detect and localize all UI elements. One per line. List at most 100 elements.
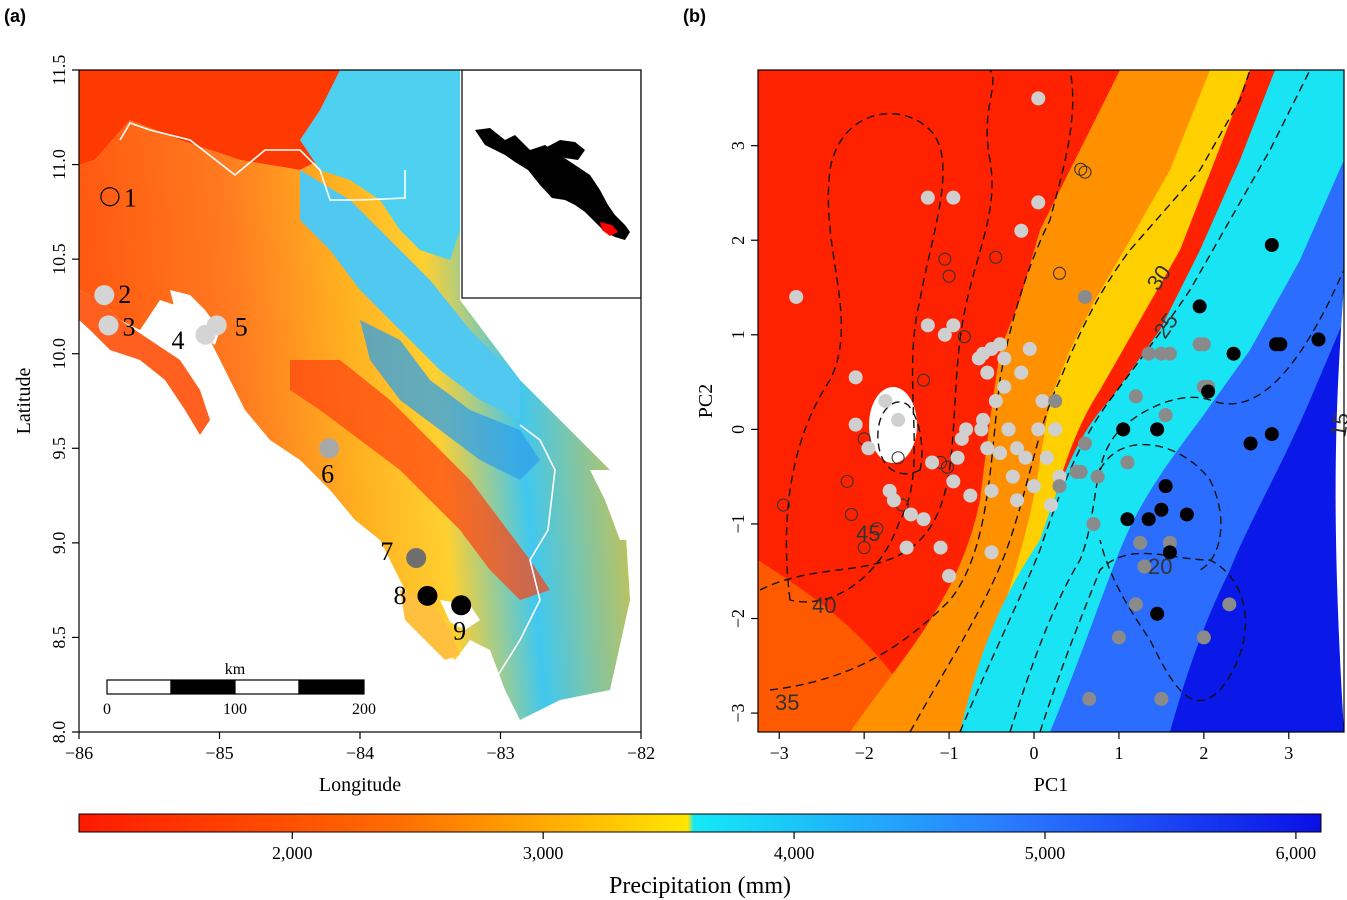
pca-point-light <box>903 507 918 522</box>
scale-bar: km 0 100 200 <box>103 661 376 718</box>
pca-point-open <box>957 330 971 344</box>
pca-point-light <box>1035 394 1050 408</box>
pca-point-mid <box>1137 559 1152 574</box>
pca-point-black <box>1273 337 1288 352</box>
pca-point-light <box>878 394 893 408</box>
pca-point-mid <box>1222 597 1237 612</box>
pca-xtick-label: 1 <box>1114 743 1123 763</box>
pca-point-light <box>976 412 991 427</box>
site-marker-8 <box>417 585 438 606</box>
pca-point-light <box>963 488 978 503</box>
pca-ylabel: PC2 <box>695 384 717 418</box>
site-marker-2 <box>94 285 115 306</box>
pca-point-light <box>946 474 961 489</box>
pca-point-mid <box>1082 691 1097 706</box>
pca-point-mid <box>1077 289 1092 304</box>
pca-point-light <box>976 346 991 361</box>
pca-point-light <box>1039 450 1054 465</box>
pca-point-light <box>997 379 1012 394</box>
pca-xtick-label: 0 <box>1030 743 1039 763</box>
pca-point-light <box>1010 441 1025 456</box>
pca-point-light <box>993 337 1008 352</box>
colorbar-tick-label: 5,000 <box>1025 843 1066 863</box>
pca-point-light <box>848 417 863 432</box>
site-marker-1 <box>100 187 120 207</box>
pca-point-black <box>1158 479 1173 494</box>
colorbar-ticks: 2,000 3,000 4,000 5,000 6,000 <box>272 832 1316 863</box>
map-ytick-label: 11.5 <box>49 55 69 86</box>
pca-point-light <box>1048 422 1063 437</box>
map-axes: −86 −85 −84 −83 −82 8.0 8.5 9.0 9.5 10.0 10.5 11.0 1… <box>49 55 655 763</box>
scale-tick-100: 100 <box>223 701 247 718</box>
pca-point-light <box>946 190 961 205</box>
pca-point-mid <box>1141 346 1156 361</box>
pca-point-open <box>1074 162 1088 176</box>
pca-point-black <box>1264 427 1279 442</box>
colorbar-tick-label: 3,000 <box>523 843 564 863</box>
pca-point-black <box>1150 606 1165 621</box>
pca-point-mid <box>1073 464 1088 479</box>
pca-point-light <box>988 394 1003 408</box>
pca-points <box>776 91 1326 706</box>
contour-label-40: 40 <box>812 593 836 618</box>
site-marker-3 <box>98 315 119 336</box>
site-marker-6 <box>319 438 340 459</box>
map-ytick-label: 10.5 <box>49 243 69 275</box>
map-ylabel: Latitude <box>13 368 35 435</box>
contour-label-15: 15 <box>1325 410 1347 438</box>
scale-tick-200: 200 <box>352 701 376 718</box>
pca-point-mid <box>1086 516 1101 531</box>
site-label-7: 7 <box>380 537 393 566</box>
pca-point-light <box>933 540 948 555</box>
pca-point-light <box>942 568 957 583</box>
pca-point-light <box>1022 341 1037 356</box>
pca-point-black <box>1154 502 1169 517</box>
pca-ytick-label: −2 <box>728 609 748 628</box>
pca-point-open <box>938 252 952 266</box>
pca-point-light <box>984 545 999 560</box>
pca-point-light <box>1018 450 1033 465</box>
colorbar-tick-label: 2,000 <box>272 843 313 863</box>
pca-point-light <box>980 365 995 380</box>
pca-point-open <box>940 460 954 474</box>
pca-point-light <box>1031 91 1046 106</box>
scale-tick-0: 0 <box>103 701 111 718</box>
map-xtick-label: −83 <box>486 743 514 763</box>
pca-point-open <box>870 522 884 536</box>
pca-point-mid <box>1128 597 1143 612</box>
map-xtick-label: −82 <box>627 743 655 763</box>
map-ytick-label: 9.5 <box>49 437 69 460</box>
pca-ytick-label: 2 <box>728 236 748 245</box>
pca-point-light <box>1027 479 1042 494</box>
pca-point-open <box>1078 165 1092 179</box>
site-label-8: 8 <box>393 581 406 610</box>
pca-ytick-label: −3 <box>728 704 748 723</box>
pca-point-black <box>1192 299 1207 314</box>
pca-xtick-label: 3 <box>1284 743 1293 763</box>
pca-ytick-label: 0 <box>728 425 748 434</box>
pca-point-light <box>937 327 952 342</box>
panel-b-letter: (b) <box>683 6 706 26</box>
pca-point-light <box>997 351 1012 366</box>
site-marker-5 <box>206 315 227 336</box>
pca-point-light <box>950 450 965 465</box>
pca-point-light <box>848 370 863 385</box>
pca-point-light <box>861 441 876 456</box>
pca-point-mid <box>1052 479 1067 494</box>
pca-ytick-label: 3 <box>728 141 748 150</box>
pca-point-open <box>891 451 905 465</box>
pca-point-black <box>1120 512 1135 527</box>
pca-point-mid <box>1154 691 1169 706</box>
pca-point-mid <box>1162 346 1177 361</box>
pca-point-mid <box>1158 408 1173 423</box>
pca-point-light <box>891 412 906 427</box>
map-ytick-label: 10.0 <box>49 338 69 370</box>
panel-a-letter: (a) <box>4 6 26 26</box>
pca-frame <box>757 69 1345 733</box>
contour-label-45: 45 <box>856 521 880 546</box>
contour-label-35: 35 <box>775 690 799 715</box>
colorbar-ramp <box>78 813 1322 833</box>
pca-point-mid <box>1090 469 1105 484</box>
pca-point-light <box>946 318 961 333</box>
pca-point-light <box>980 441 995 456</box>
